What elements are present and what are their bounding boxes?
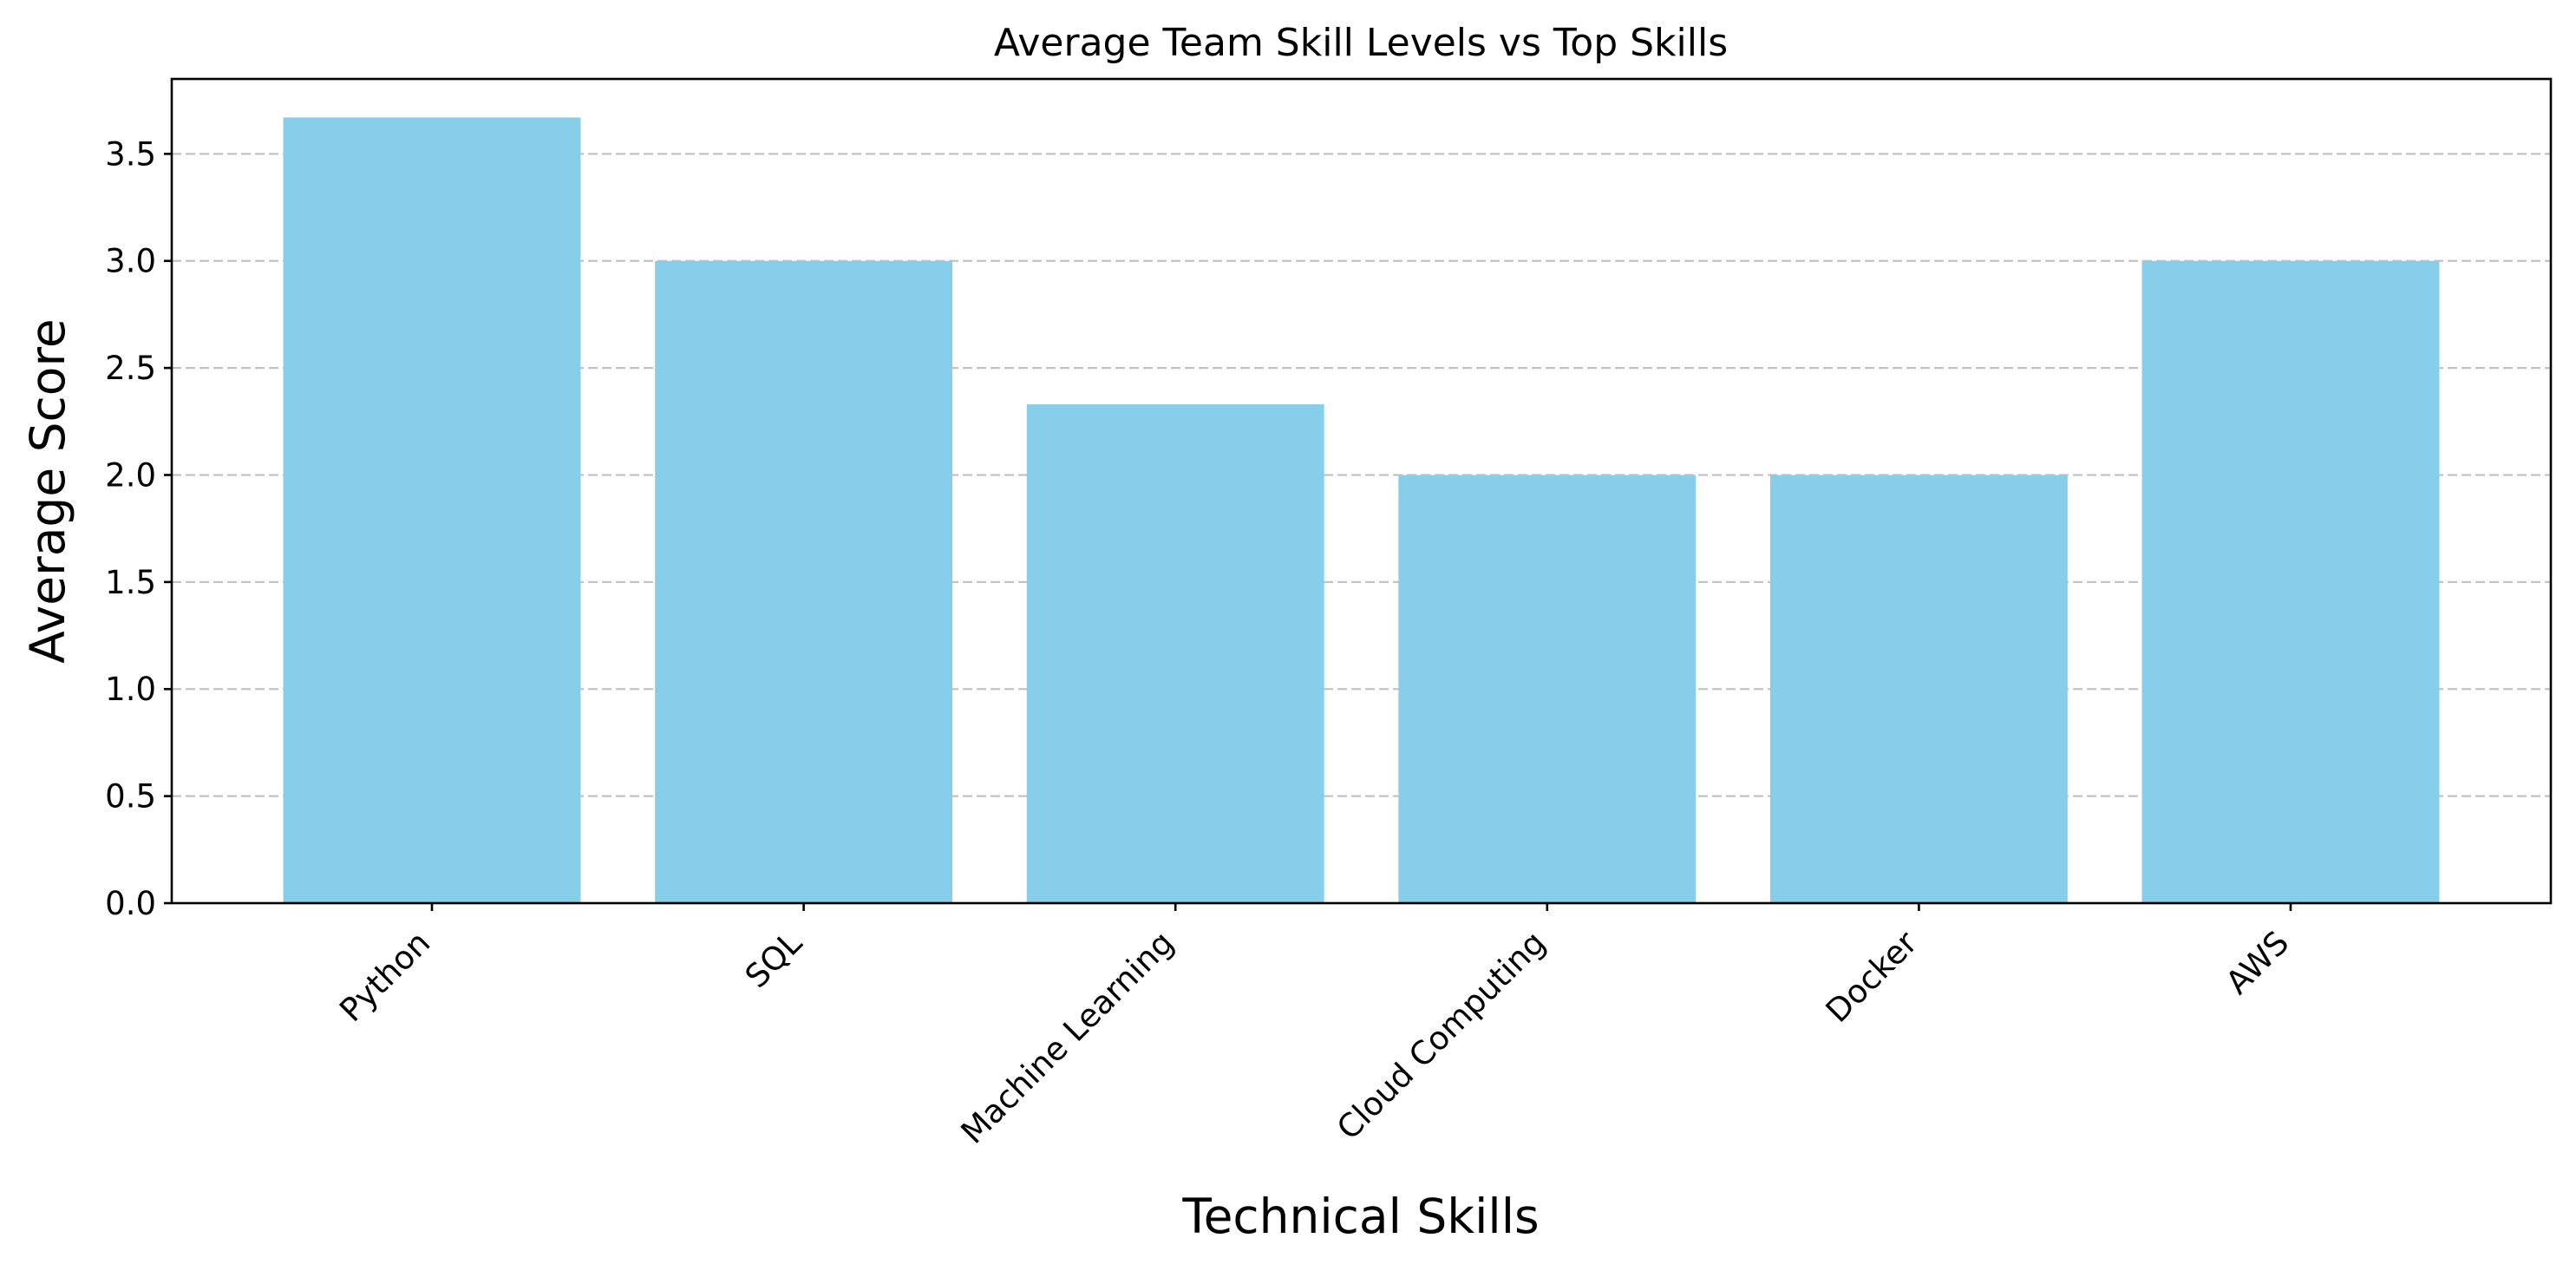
bar-python [283,117,581,903]
bar-sql [655,260,953,904]
bar-machine-learning [1026,404,1324,903]
bar-docker [1769,475,2068,903]
y-tick-label: 3.0 [105,243,156,280]
y-axis-ticks: 0.0 0.5 1.0 1.5 2.0 2.5 3.0 3.5 [105,135,172,922]
chart-title: Average Team Skill Levels vs Top Skills [994,21,1728,65]
bar-cloud-computing [1398,475,1697,903]
y-tick-label: 3.5 [105,135,156,173]
y-tick-label: 2.5 [105,350,156,387]
y-tick-label: 1.0 [105,671,156,708]
y-tick-label: 0.0 [105,885,156,922]
plot-frame [170,77,2553,905]
y-tick-label: 2.0 [105,456,156,494]
y-tick-label: 0.5 [105,778,156,816]
y-tick-label: 1.5 [105,564,156,601]
y-axis-label: Average Score [20,318,75,663]
x-axis-label: Technical Skills [1181,1189,1539,1244]
bar-aws [2141,260,2440,904]
bars [283,117,2440,904]
